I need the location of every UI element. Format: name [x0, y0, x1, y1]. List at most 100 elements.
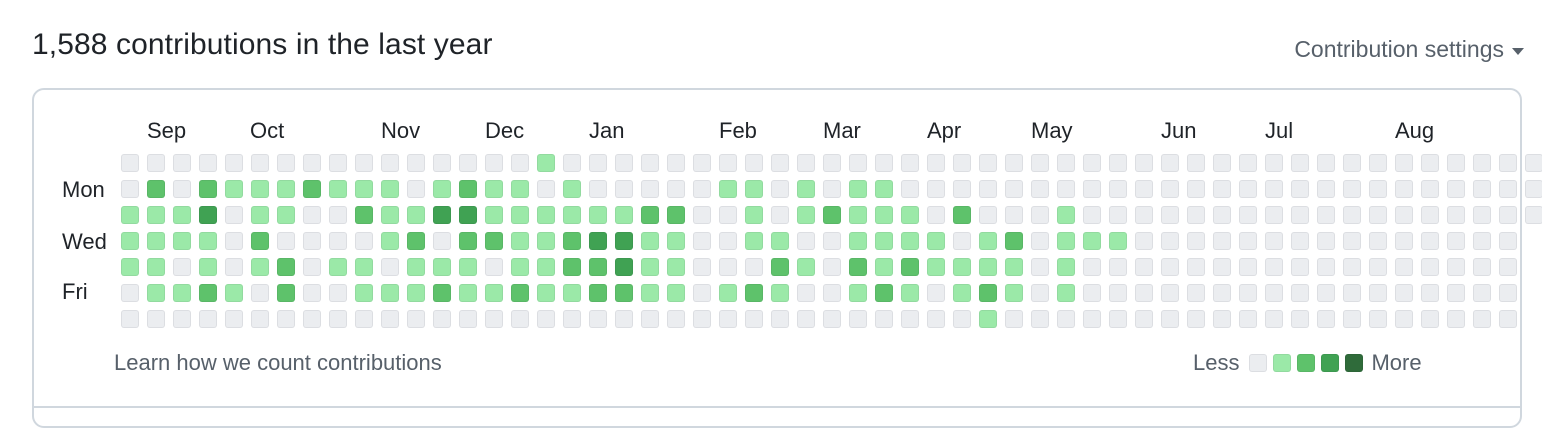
contribution-day-cell[interactable] [433, 154, 451, 172]
contribution-day-cell[interactable] [1005, 284, 1023, 302]
contribution-day-cell[interactable] [797, 284, 815, 302]
contribution-day-cell[interactable] [1187, 232, 1205, 250]
contribution-day-cell[interactable] [615, 180, 633, 198]
contribution-day-cell[interactable] [771, 232, 789, 250]
contribution-day-cell[interactable] [1213, 180, 1231, 198]
contribution-day-cell[interactable] [823, 310, 841, 328]
contribution-day-cell[interactable] [485, 180, 503, 198]
contribution-day-cell[interactable] [823, 154, 841, 172]
contribution-day-cell[interactable] [563, 154, 581, 172]
contribution-day-cell[interactable] [407, 180, 425, 198]
contribution-day-cell[interactable] [563, 232, 581, 250]
contribution-day-cell[interactable] [589, 284, 607, 302]
contribution-day-cell[interactable] [485, 284, 503, 302]
contribution-day-cell[interactable] [1265, 154, 1283, 172]
contribution-day-cell[interactable] [303, 232, 321, 250]
contribution-day-cell[interactable] [433, 258, 451, 276]
contribution-day-cell[interactable] [1265, 206, 1283, 224]
contribution-day-cell[interactable] [901, 154, 919, 172]
contribution-day-cell[interactable] [121, 154, 139, 172]
contribution-day-cell[interactable] [745, 284, 763, 302]
contribution-day-cell[interactable] [641, 258, 659, 276]
contribution-day-cell[interactable] [485, 232, 503, 250]
contribution-day-cell[interactable] [1161, 180, 1179, 198]
contribution-day-cell[interactable] [693, 180, 711, 198]
contribution-day-cell[interactable] [849, 284, 867, 302]
contribution-day-cell[interactable] [1109, 310, 1127, 328]
contribution-day-cell[interactable] [1291, 284, 1309, 302]
contribution-day-cell[interactable] [1005, 154, 1023, 172]
contribution-day-cell[interactable] [745, 154, 763, 172]
contribution-day-cell[interactable] [1317, 284, 1335, 302]
contribution-day-cell[interactable] [1473, 232, 1491, 250]
contribution-day-cell[interactable] [277, 310, 295, 328]
contribution-day-cell[interactable] [459, 154, 477, 172]
contribution-day-cell[interactable] [511, 180, 529, 198]
contribution-day-cell[interactable] [1031, 232, 1049, 250]
contribution-day-cell[interactable] [901, 258, 919, 276]
contribution-day-cell[interactable] [771, 284, 789, 302]
contribution-day-cell[interactable] [1447, 154, 1465, 172]
contribution-day-cell[interactable] [277, 206, 295, 224]
contribution-day-cell[interactable] [1369, 206, 1387, 224]
contribution-day-cell[interactable] [173, 206, 191, 224]
contribution-day-cell[interactable] [1213, 258, 1231, 276]
contribution-day-cell[interactable] [953, 258, 971, 276]
contribution-day-cell[interactable] [225, 258, 243, 276]
contribution-day-cell[interactable] [1135, 154, 1153, 172]
contribution-day-cell[interactable] [1525, 206, 1542, 224]
contribution-day-cell[interactable] [953, 180, 971, 198]
contribution-day-cell[interactable] [1499, 258, 1517, 276]
contribution-day-cell[interactable] [381, 154, 399, 172]
contribution-day-cell[interactable] [927, 258, 945, 276]
contribution-day-cell[interactable] [381, 180, 399, 198]
contribution-day-cell[interactable] [407, 258, 425, 276]
contribution-day-cell[interactable] [1291, 258, 1309, 276]
contribution-day-cell[interactable] [1213, 284, 1231, 302]
contribution-day-cell[interactable] [355, 154, 373, 172]
contribution-day-cell[interactable] [1343, 154, 1361, 172]
contribution-day-cell[interactable] [1499, 206, 1517, 224]
contribution-day-cell[interactable] [797, 180, 815, 198]
contribution-day-cell[interactable] [1213, 232, 1231, 250]
contribution-day-cell[interactable] [407, 206, 425, 224]
contribution-day-cell[interactable] [667, 154, 685, 172]
contribution-day-cell[interactable] [459, 284, 477, 302]
contribution-day-cell[interactable] [745, 258, 763, 276]
contribution-day-cell[interactable] [459, 310, 477, 328]
contribution-day-cell[interactable] [1031, 206, 1049, 224]
contribution-day-cell[interactable] [1239, 154, 1257, 172]
contribution-day-cell[interactable] [355, 284, 373, 302]
contribution-day-cell[interactable] [719, 206, 737, 224]
contribution-day-cell[interactable] [641, 284, 659, 302]
contribution-day-cell[interactable] [407, 284, 425, 302]
contribution-day-cell[interactable] [849, 180, 867, 198]
contribution-day-cell[interactable] [1057, 258, 1075, 276]
contribution-day-cell[interactable] [537, 284, 555, 302]
contribution-day-cell[interactable] [693, 310, 711, 328]
contribution-day-cell[interactable] [147, 310, 165, 328]
contribution-day-cell[interactable] [1369, 180, 1387, 198]
contribution-day-cell[interactable] [693, 154, 711, 172]
contribution-day-cell[interactable] [459, 206, 477, 224]
contribution-day-cell[interactable] [1525, 180, 1542, 198]
contribution-day-cell[interactable] [771, 154, 789, 172]
contribution-day-cell[interactable] [251, 258, 269, 276]
contribution-day-cell[interactable] [875, 232, 893, 250]
contribution-day-cell[interactable] [199, 154, 217, 172]
contribution-day-cell[interactable] [303, 154, 321, 172]
contribution-day-cell[interactable] [667, 284, 685, 302]
contribution-day-cell[interactable] [901, 232, 919, 250]
contribution-day-cell[interactable] [277, 258, 295, 276]
contribution-day-cell[interactable] [615, 310, 633, 328]
contribution-day-cell[interactable] [797, 258, 815, 276]
contribution-day-cell[interactable] [1265, 284, 1283, 302]
contribution-day-cell[interactable] [121, 206, 139, 224]
contribution-day-cell[interactable] [225, 284, 243, 302]
contribution-day-cell[interactable] [1109, 180, 1127, 198]
contribution-day-cell[interactable] [1135, 180, 1153, 198]
contribution-day-cell[interactable] [407, 154, 425, 172]
contribution-day-cell[interactable] [1291, 310, 1309, 328]
contribution-day-cell[interactable] [433, 310, 451, 328]
contribution-day-cell[interactable] [589, 310, 607, 328]
